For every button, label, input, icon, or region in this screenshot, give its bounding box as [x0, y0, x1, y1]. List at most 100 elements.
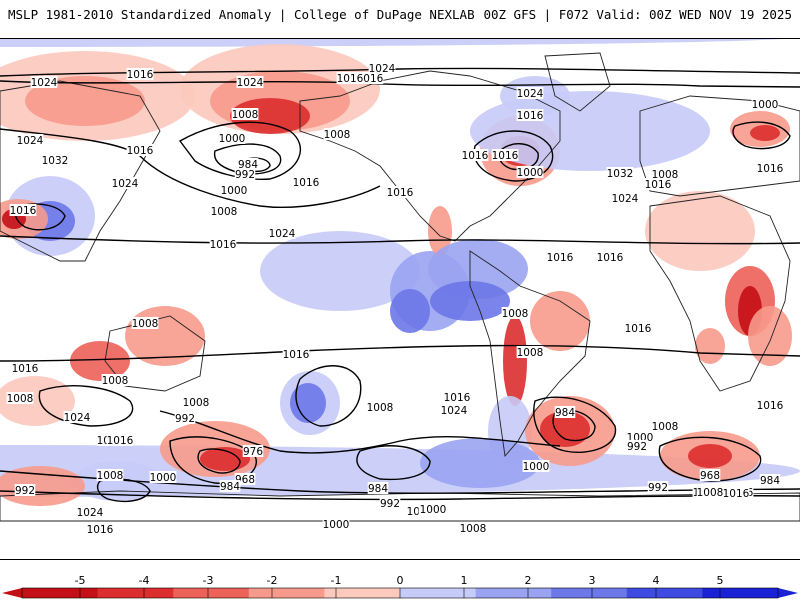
anomaly-patch — [428, 206, 452, 256]
isobar-label: 1000 — [420, 504, 447, 516]
isobar-label-bg — [516, 109, 544, 121]
isobar-label-bg — [322, 518, 350, 530]
colorbar-segment — [626, 588, 703, 598]
colorbar-tick-label: 2 — [525, 574, 532, 587]
isobar-label-bg — [611, 192, 639, 204]
isobar-label: 1024 — [369, 63, 396, 75]
anomaly-patch — [688, 444, 732, 468]
isobar-line — [473, 130, 554, 182]
isobar-label: 1016 — [337, 73, 364, 85]
anomaly-patch — [503, 316, 527, 406]
isobar-label-bg — [76, 506, 104, 518]
coastlines — [0, 52, 800, 522]
isobar-label: 1008 — [132, 318, 159, 330]
isobar-label: 1000 — [752, 99, 779, 111]
isobar-label: 968 — [700, 470, 720, 482]
colorbar: -5 -4 -3 -2 -1 0 1 2 3 4 5 — [0, 574, 800, 600]
isobar-label: 1008 — [102, 375, 129, 387]
isobar-label: 1016 — [127, 145, 154, 157]
isobar-label-bg — [6, 392, 34, 404]
colorbar-tick-label: -1 — [331, 574, 342, 587]
isobar-label: 1016 — [547, 252, 574, 264]
isobar-label: 1008 — [460, 523, 487, 535]
isobar-line — [159, 410, 561, 454]
isobar-label-bg — [231, 108, 259, 120]
colorbar-tick-label: 5 — [717, 574, 724, 587]
isobar-label: 1016 — [492, 150, 519, 162]
isobar-line — [533, 396, 617, 453]
isobar-label: 1008 — [232, 109, 259, 121]
isobar-line — [0, 67, 800, 77]
isobar-label: 1016 — [127, 69, 154, 81]
isobar-line — [178, 121, 301, 180]
map-svg: 1024 1016 1024 1016 1024 1008 1024 1016 1032 1024… — [0, 39, 800, 536]
isobar-label: 1024 — [441, 405, 468, 417]
colorbar-tick-label: 4 — [653, 574, 660, 587]
anomaly-patch — [430, 281, 510, 321]
isobar-label-bg — [268, 227, 296, 239]
isobar-label-bg — [626, 440, 648, 452]
anomaly-patch — [25, 76, 145, 126]
isobar-label-bg — [282, 348, 310, 360]
isobar-label-bg — [106, 434, 134, 446]
isobar-label-bg — [149, 471, 177, 483]
isobar-label: 1032 — [607, 168, 634, 180]
colorbar-tick-label: -5 — [75, 574, 86, 587]
isobar-label-bg — [751, 98, 779, 110]
isobar-label: 1016 — [210, 239, 237, 251]
isobar-label-bg — [86, 523, 114, 535]
isobar-label-bg — [126, 68, 154, 80]
coastline — [104, 315, 206, 392]
colorbar-arrow-high — [778, 588, 798, 598]
isobar-label: 1016 — [723, 488, 750, 500]
isobar-label: 1000 — [150, 472, 177, 484]
isobar-label: 1016 — [283, 349, 310, 361]
isobar-label: 1008 — [211, 206, 238, 218]
colorbar-segment — [22, 588, 99, 598]
isobar-line — [0, 128, 381, 208]
map-title: MSLP 1981-2010 Standardized Anomaly | Co… — [8, 7, 475, 22]
anomaly-patch — [0, 39, 784, 47]
isobar-labels: 1024 1016 1024 1016 1024 1008 1024 1016 1032 1024… — [6, 62, 784, 536]
colorbar-svg: -5 -4 -3 -2 -1 0 1 2 3 4 5 — [2, 574, 798, 599]
isobar-line — [0, 344, 800, 362]
isobar-label: 1024 — [269, 228, 296, 240]
anomaly-patch — [390, 289, 430, 333]
isobar-line — [0, 235, 800, 245]
colorbar-tick-label: 1 — [461, 574, 468, 587]
anomaly-patch — [70, 341, 130, 381]
isobar-label-bg — [237, 158, 259, 170]
isobar-label-bg — [606, 167, 634, 179]
coastline — [544, 52, 611, 112]
colorbar-tick-label: 3 — [589, 574, 596, 587]
isobar-line — [356, 445, 431, 481]
isobar-label: 1000 — [517, 167, 544, 179]
isobar-label: 992 — [648, 482, 668, 494]
isobar-label: 992 — [175, 413, 195, 425]
isobar-label: 1008 — [183, 397, 210, 409]
isobar-label-bg — [9, 204, 37, 216]
isobar-label: 984 — [220, 481, 240, 493]
isobar-label-bg — [759, 474, 781, 486]
colorbar-segment — [551, 588, 628, 598]
colorbar-segment — [702, 588, 779, 598]
isobar-label: 1024 — [77, 507, 104, 519]
isobar-label: 1016 — [597, 252, 624, 264]
anomaly-patch — [748, 306, 792, 366]
isobar-label: 976 — [243, 446, 263, 458]
isobar-label-bg — [756, 162, 784, 174]
isobar-label-bg — [522, 460, 550, 472]
colorbar-tick-label: -2 — [267, 574, 278, 587]
isobar-label: 1000 — [323, 519, 350, 531]
isobar-label-bg — [651, 168, 679, 180]
isobar-label: 1016 — [107, 435, 134, 447]
isobar-label: 1032 — [42, 155, 69, 167]
isobar-label-bg — [41, 154, 69, 166]
isobar-label: 984 — [555, 407, 575, 419]
anomaly-patch — [290, 383, 326, 423]
isobar-label-bg — [101, 374, 129, 386]
isobar-label: 1016 — [462, 150, 489, 162]
isobar-label-bg — [647, 481, 669, 493]
colorbar-tick-label: -4 — [139, 574, 150, 587]
isobar-label: 1008 — [97, 470, 124, 482]
